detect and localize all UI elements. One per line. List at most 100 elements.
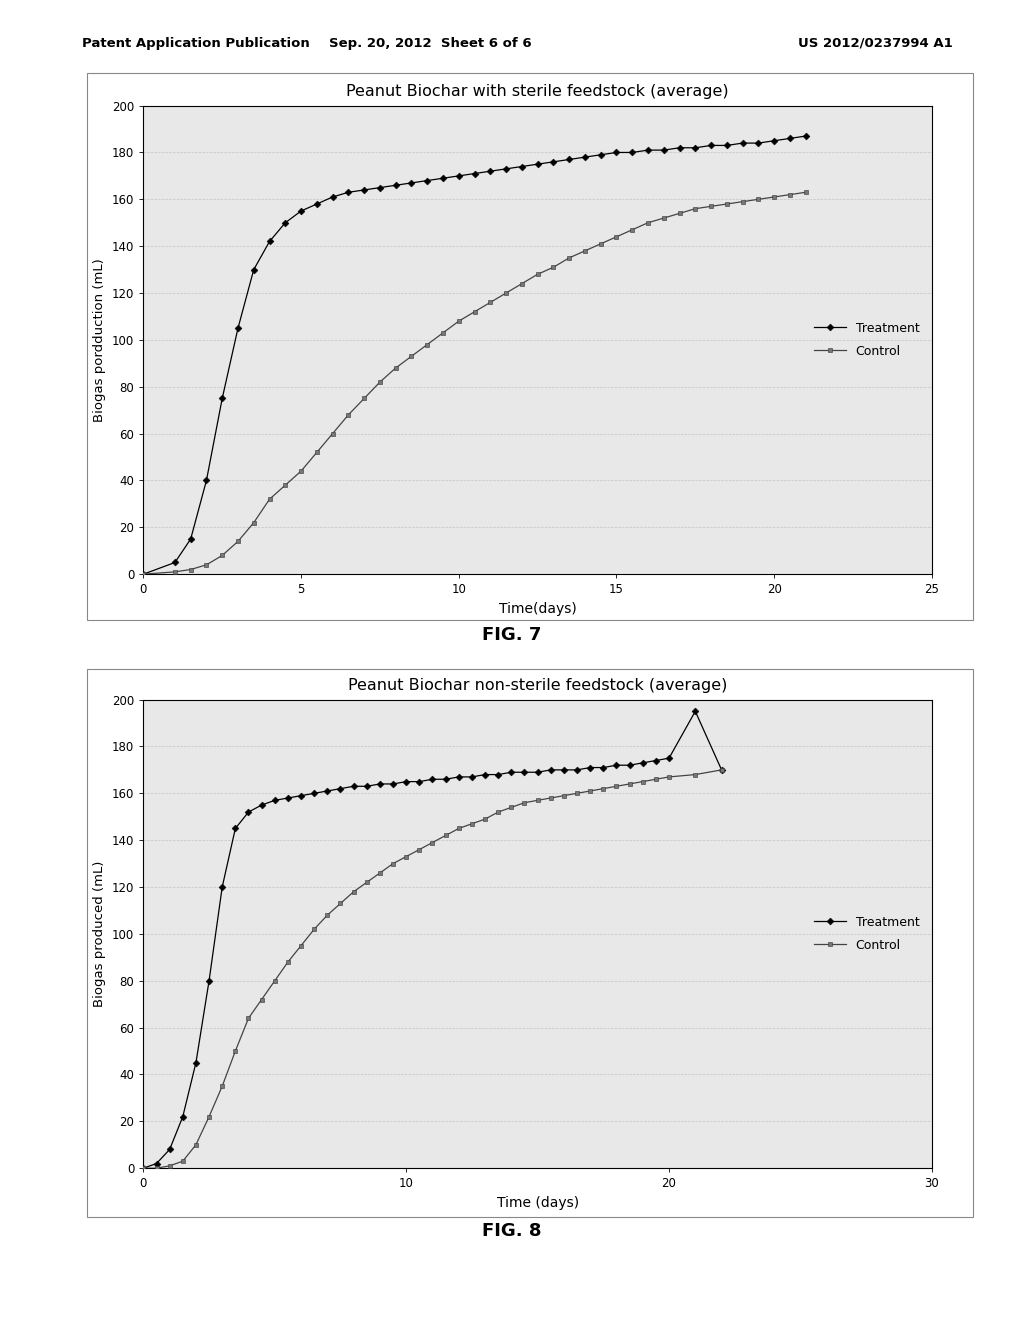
Control (342, 407, 354, 422)
Treatment (642, 143, 654, 158)
Control (201, 557, 213, 573)
Treatment (308, 785, 321, 801)
Control (374, 865, 386, 880)
Control (414, 842, 426, 858)
Treatment (201, 473, 213, 488)
Control (674, 206, 686, 222)
Control (493, 804, 505, 820)
Treatment (800, 128, 812, 144)
Control (243, 1010, 255, 1026)
Treatment (493, 767, 505, 783)
Control (547, 259, 559, 275)
Control (453, 821, 465, 837)
Control (360, 874, 373, 890)
Treatment (414, 774, 426, 789)
Treatment (280, 215, 292, 231)
Treatment (216, 879, 228, 895)
Treatment (505, 764, 517, 780)
Treatment (500, 161, 512, 177)
Treatment (164, 1142, 176, 1158)
Control (626, 222, 638, 238)
Control (248, 515, 260, 531)
Control (280, 478, 292, 494)
Treatment (263, 234, 275, 249)
Control (716, 762, 728, 777)
Treatment (468, 165, 480, 181)
Control (571, 785, 584, 801)
X-axis label: Time (days): Time (days) (497, 1196, 579, 1210)
Treatment (295, 788, 307, 804)
Control (322, 907, 334, 923)
Treatment (334, 780, 346, 796)
Treatment (716, 762, 728, 777)
Control (358, 391, 371, 407)
Treatment (342, 185, 354, 201)
Treatment (453, 770, 465, 785)
Control (516, 276, 528, 292)
Treatment (563, 152, 575, 168)
Treatment (137, 566, 150, 582)
Treatment (268, 792, 281, 808)
Control (558, 788, 570, 804)
Control (768, 189, 780, 205)
Text: Patent Application Publication: Patent Application Publication (82, 37, 309, 50)
Treatment (184, 531, 197, 546)
Treatment (295, 203, 307, 219)
Treatment (484, 164, 497, 180)
Treatment (736, 135, 749, 150)
Control (468, 304, 480, 319)
Control (705, 198, 717, 214)
Text: FIG. 8: FIG. 8 (482, 1222, 542, 1241)
Control (505, 800, 517, 816)
Treatment (347, 779, 359, 795)
Line: Control: Control (141, 190, 808, 577)
Control (137, 566, 150, 582)
Control (650, 771, 663, 787)
Treatment (177, 1109, 189, 1125)
Treatment (466, 770, 478, 785)
Treatment (248, 261, 260, 277)
Treatment (216, 391, 228, 407)
Y-axis label: Biogas produced (mL): Biogas produced (mL) (93, 861, 106, 1007)
Treatment (437, 170, 450, 186)
X-axis label: Time(days): Time(days) (499, 602, 577, 616)
Control (439, 828, 452, 843)
Control (484, 294, 497, 310)
Control (579, 243, 591, 259)
Control (308, 921, 321, 937)
Treatment (358, 182, 371, 198)
Control (389, 360, 401, 376)
Control (347, 884, 359, 900)
Treatment (327, 189, 339, 205)
Treatment (282, 791, 294, 807)
Control (216, 1078, 228, 1094)
Title: Peanut Biochar with sterile feedstock (average): Peanut Biochar with sterile feedstock (a… (346, 84, 729, 99)
Treatment (189, 1055, 202, 1071)
Control (610, 779, 623, 795)
Treatment (783, 131, 796, 147)
Treatment (310, 197, 323, 213)
Treatment (571, 762, 584, 777)
Treatment (426, 771, 438, 787)
Text: Sep. 20, 2012  Sheet 6 of 6: Sep. 20, 2012 Sheet 6 of 6 (329, 37, 531, 50)
Control (595, 236, 607, 252)
Control (721, 197, 733, 213)
Treatment (151, 1155, 163, 1171)
Control (137, 1160, 150, 1176)
Treatment (453, 168, 465, 183)
Control (545, 791, 557, 807)
Legend: Treatment, Control: Treatment, Control (808, 909, 926, 958)
Treatment (768, 133, 780, 149)
Control (624, 776, 636, 792)
Control (657, 210, 670, 226)
Treatment (387, 776, 399, 792)
Control (387, 855, 399, 871)
Title: Peanut Biochar non-sterile feedstock (average): Peanut Biochar non-sterile feedstock (av… (348, 678, 727, 693)
Treatment (229, 821, 242, 837)
Treatment (360, 779, 373, 795)
Treatment (518, 764, 530, 780)
Control (189, 1137, 202, 1152)
Control (426, 834, 438, 850)
Treatment (203, 973, 215, 989)
Control (437, 325, 450, 341)
